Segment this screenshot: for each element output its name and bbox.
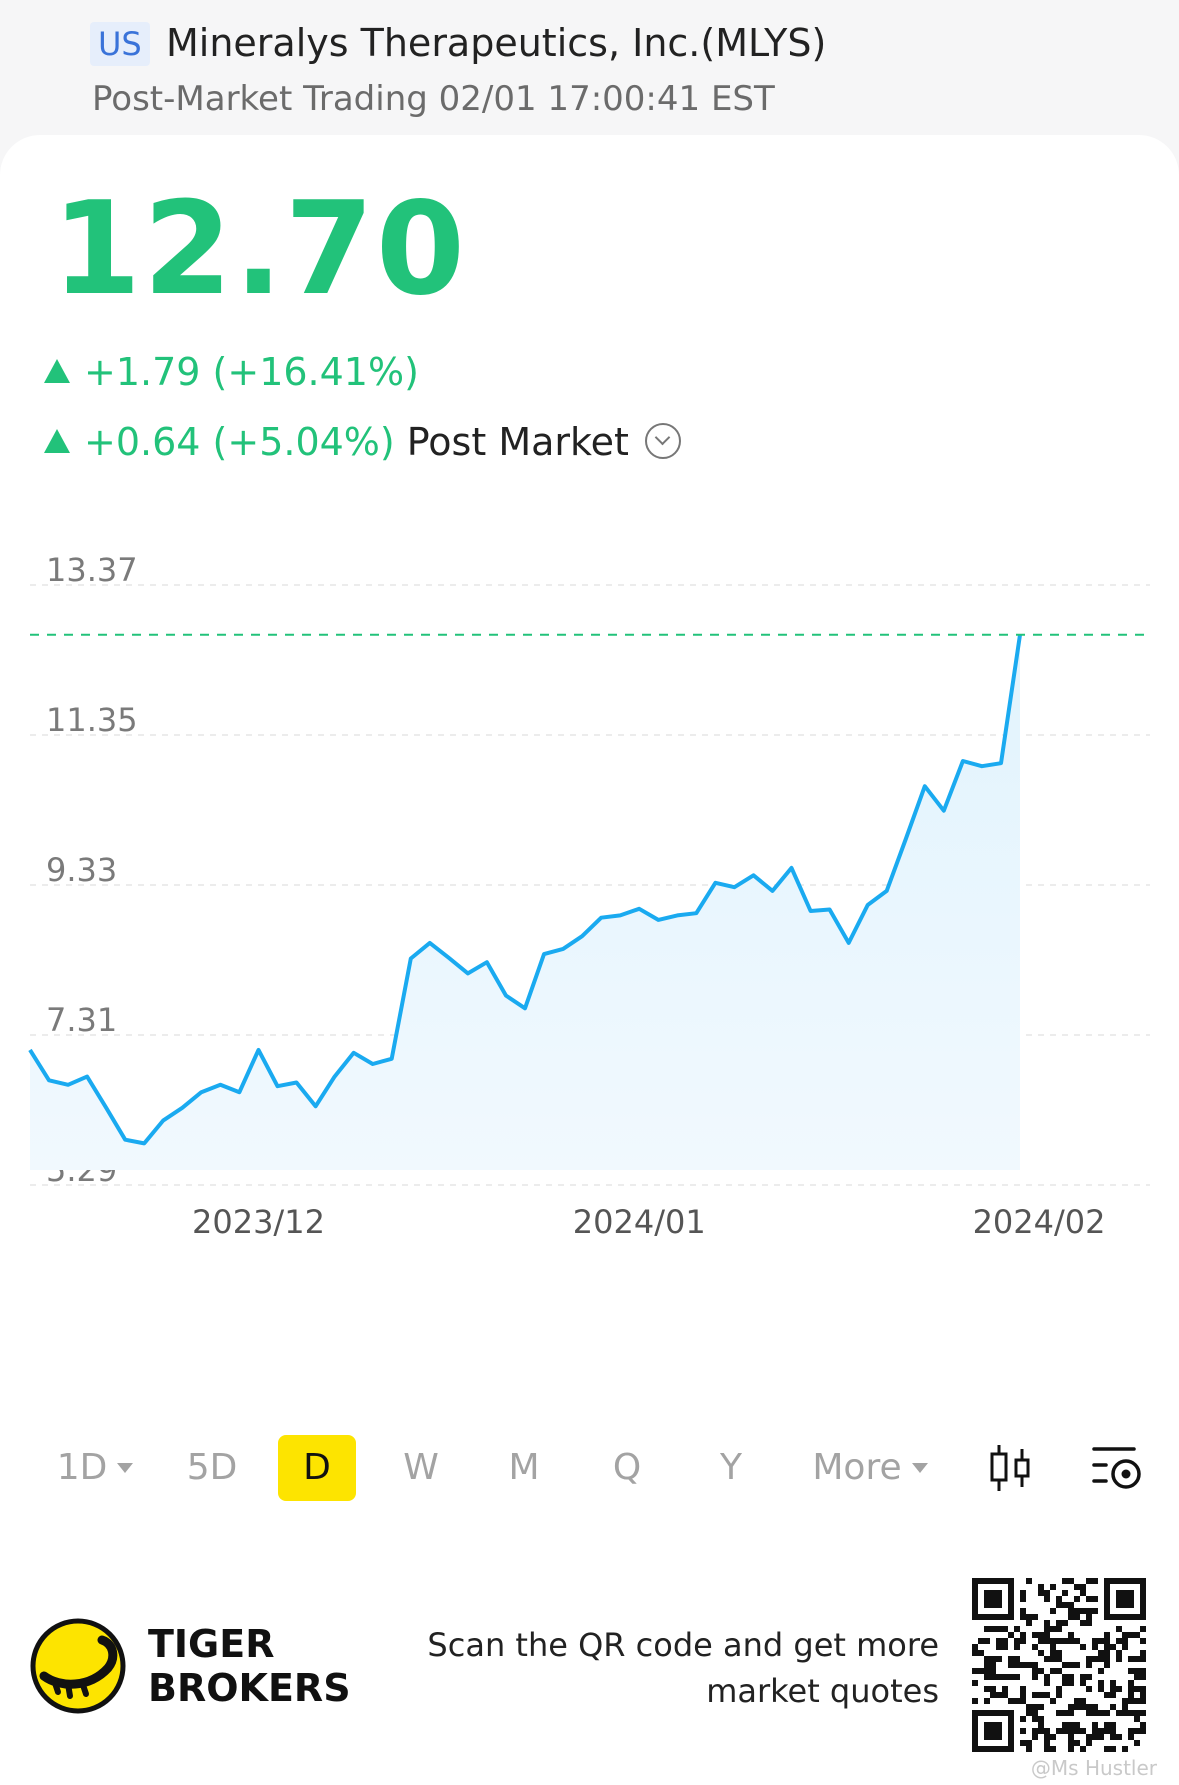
price-area-fill	[30, 634, 1020, 1170]
day-change-row: +1.79 (+16.41%)	[44, 347, 419, 397]
price-line	[28, 634, 1022, 1146]
post-market-row[interactable]: +0.64 (+5.04%) Post Market	[44, 417, 681, 467]
caret-down-icon	[117, 1463, 134, 1473]
y-tick-label: 9.33	[46, 851, 117, 889]
x-tick-label: 2024/02	[973, 1203, 1106, 1241]
tab-5d[interactable]: 5D	[186, 1447, 238, 1488]
up-arrow-icon	[44, 359, 70, 383]
candlestick-icon[interactable]	[988, 1443, 1034, 1493]
watermark: @Ms Hustler	[1030, 1756, 1157, 1780]
tab-y[interactable]: Y	[720, 1447, 742, 1488]
day-change: +1.79 (+16.41%)	[84, 350, 419, 394]
tiger-logo-icon	[30, 1618, 126, 1714]
trading-status: Post-Market Trading 02/01 17:00:41 EST	[92, 79, 775, 119]
y-tick-label: 7.31	[46, 1001, 117, 1039]
period-tabs: 1D 5D D W M Q Y More	[0, 1435, 1179, 1515]
tab-d[interactable]: D	[278, 1435, 356, 1501]
brand-line-2: BROKERS	[148, 1666, 351, 1710]
tab-1d[interactable]: 1D	[40, 1435, 150, 1501]
header: US Mineralys Therapeutics, Inc.(MLYS) Po…	[0, 0, 1179, 135]
stock-name: Mineralys Therapeutics, Inc.(MLYS)	[166, 21, 827, 65]
up-arrow-icon	[44, 429, 70, 453]
tab-q[interactable]: Q	[612, 1447, 642, 1488]
y-tick-label: 13.37	[46, 551, 138, 589]
post-market-label: Post Market	[406, 420, 629, 464]
footer: TIGER BROKERS Scan the QR code and get m…	[0, 1570, 1179, 1785]
y-tick-label: 11.35	[46, 701, 138, 739]
tab-w[interactable]: W	[403, 1447, 439, 1488]
scan-prompt: Scan the QR code and get more market quo…	[419, 1622, 939, 1714]
scan-line-1: Scan the QR code and get more	[427, 1626, 939, 1664]
brand-name: TIGER BROKERS	[148, 1622, 351, 1710]
qr-code	[972, 1578, 1146, 1752]
tab-m[interactable]: M	[508, 1447, 540, 1488]
chevron-down-icon[interactable]	[644, 423, 681, 459]
scan-line-2: market quotes	[706, 1672, 939, 1710]
brand-line-1: TIGER	[148, 1622, 275, 1666]
x-tick-label: 2024/01	[573, 1203, 706, 1241]
tab-more[interactable]: More	[800, 1435, 940, 1501]
caret-down-icon	[911, 1463, 928, 1473]
last-price: 12.70	[52, 175, 467, 324]
x-tick-label: 2023/12	[192, 1203, 325, 1241]
post-market-change: +0.64 (+5.04%)	[84, 420, 395, 464]
market-badge: US	[90, 22, 150, 66]
indicator-settings-icon[interactable]	[1090, 1443, 1144, 1493]
